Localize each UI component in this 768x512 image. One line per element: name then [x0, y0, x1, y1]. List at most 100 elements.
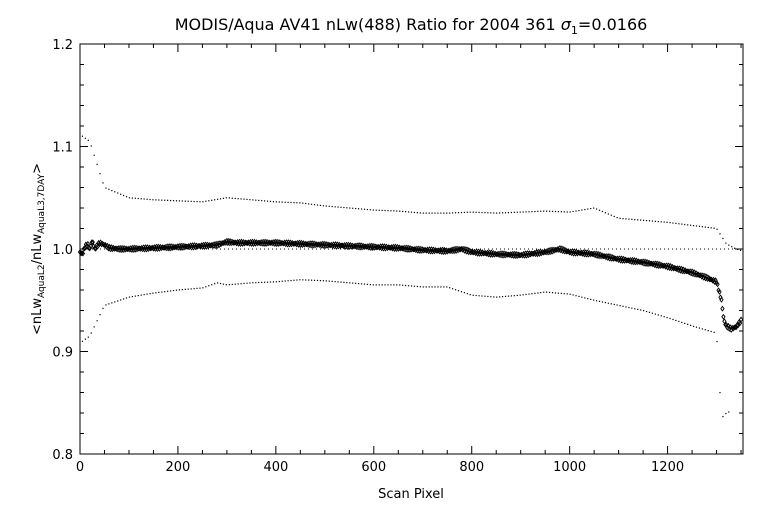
mean-ratio-point — [717, 288, 722, 295]
upper-bound-point — [311, 203, 313, 205]
upper-bound-point — [193, 200, 195, 203]
lower-bound-point — [698, 327, 701, 329]
upper-bound-point — [704, 226, 706, 228]
lower-bound-point — [678, 320, 680, 323]
mean-ratio-point — [79, 250, 85, 257]
upper-bound-point — [237, 198, 239, 200]
upper-bound-point — [137, 197, 139, 200]
lower-bound-point — [504, 295, 507, 297]
upper-bound-point — [331, 205, 333, 208]
lower-bound-point — [563, 293, 565, 295]
lower-bound-point — [710, 330, 712, 333]
upper-bound-point — [522, 211, 524, 213]
upper-bound-point — [416, 212, 418, 214]
upper-bound-point — [134, 197, 136, 199]
upper-bound-point — [410, 211, 413, 213]
mean-ratio-point — [184, 243, 189, 250]
lower-bound-point — [728, 411, 730, 413]
mean-ratio-point — [723, 321, 728, 328]
lower-bound-point — [507, 295, 510, 297]
mean-ratio-point — [612, 255, 617, 262]
lower-bound-point — [672, 318, 674, 321]
upper-bound-point — [372, 209, 374, 211]
y-label-numerator-subscript: AquaL2 — [37, 264, 47, 298]
lower-bound-point — [419, 286, 421, 288]
lower-bound-point — [228, 284, 230, 286]
lower-bound-point — [360, 283, 363, 285]
lower-bound-point — [196, 287, 198, 290]
lower-bound-point — [346, 282, 348, 284]
lower-bound-point — [331, 280, 333, 282]
lower-bound-point — [669, 317, 671, 320]
lower-bound-point — [172, 289, 175, 292]
lower-bound-point — [540, 292, 542, 294]
series-mean — [77, 237, 744, 333]
upper-bound-point — [214, 199, 216, 201]
upper-bound-point — [672, 222, 674, 224]
upper-bound-point — [152, 199, 154, 201]
upper-bound-point — [352, 207, 354, 209]
upper-bound-point — [366, 208, 369, 211]
lower-bound-point — [275, 281, 277, 283]
upper-bound-point — [161, 199, 163, 201]
upper-bound-point — [99, 173, 101, 175]
y-axis-label: <nLwAquaL2/nLwAquaL3,7DAY> — [30, 163, 47, 335]
lower-bound-point — [687, 323, 689, 325]
upper-bound-point — [678, 223, 680, 225]
upper-bound-point — [501, 212, 504, 214]
mean-ratio-point — [457, 246, 463, 253]
title-sigma-value: =0.0166 — [578, 15, 647, 34]
lower-bound-point — [460, 291, 463, 293]
mean-ratio-point — [338, 243, 343, 249]
upper-bound-point — [205, 200, 207, 202]
upper-bound-point — [360, 208, 363, 210]
upper-bound-point — [422, 212, 424, 214]
lower-bound-point — [472, 294, 474, 296]
lower-bound-point — [557, 292, 559, 294]
lower-bound-point — [501, 296, 504, 298]
upper-bound-point — [575, 210, 577, 212]
lower-bound-point — [96, 320, 98, 322]
lower-bound-point — [575, 295, 577, 297]
upper-bound-point — [181, 200, 183, 202]
lower-bound-point — [199, 287, 201, 289]
y-label-close: > — [30, 163, 45, 174]
lower-bound-point — [463, 292, 465, 294]
upper-bound-point — [713, 227, 715, 229]
upper-bound-point — [645, 219, 648, 222]
upper-bound-point — [225, 197, 228, 199]
lower-bound-point — [234, 283, 236, 285]
upper-bound-point — [172, 200, 175, 202]
mean-ratio-point — [244, 239, 249, 246]
lower-bound-point — [525, 293, 527, 296]
upper-bound-point — [184, 200, 186, 202]
upper-bound-point — [625, 218, 627, 220]
mean-ratio-point — [193, 244, 198, 251]
lower-bound-point — [528, 293, 530, 295]
upper-bound-point — [487, 212, 489, 214]
upper-bound-point — [654, 220, 656, 222]
lower-bound-point — [496, 296, 498, 298]
mean-ratio-point — [738, 316, 744, 323]
upper-bound-point — [269, 200, 272, 202]
lower-bound-point — [340, 281, 342, 283]
upper-bound-point — [716, 228, 718, 230]
mean-ratio-point — [494, 251, 499, 258]
mean-ratio-point — [88, 243, 93, 250]
upper-bound-point — [169, 199, 172, 202]
upper-bound-point — [584, 208, 586, 211]
lower-bound-point — [387, 284, 389, 286]
lower-bound-point — [363, 283, 366, 285]
mean-ratio-point — [526, 252, 531, 259]
lower-bound-point — [214, 283, 216, 285]
upper-bound-point — [393, 210, 395, 212]
lower-bound-point — [431, 286, 433, 288]
lower-bound-point — [704, 329, 706, 331]
mean-ratio-point — [565, 248, 570, 255]
lower-bound-point — [208, 285, 210, 287]
upper-bound-point — [302, 202, 304, 204]
upper-bound-point — [590, 207, 592, 210]
upper-bound-point — [390, 210, 392, 212]
lower-bound-point — [272, 281, 275, 283]
lower-bound-point — [637, 308, 639, 310]
